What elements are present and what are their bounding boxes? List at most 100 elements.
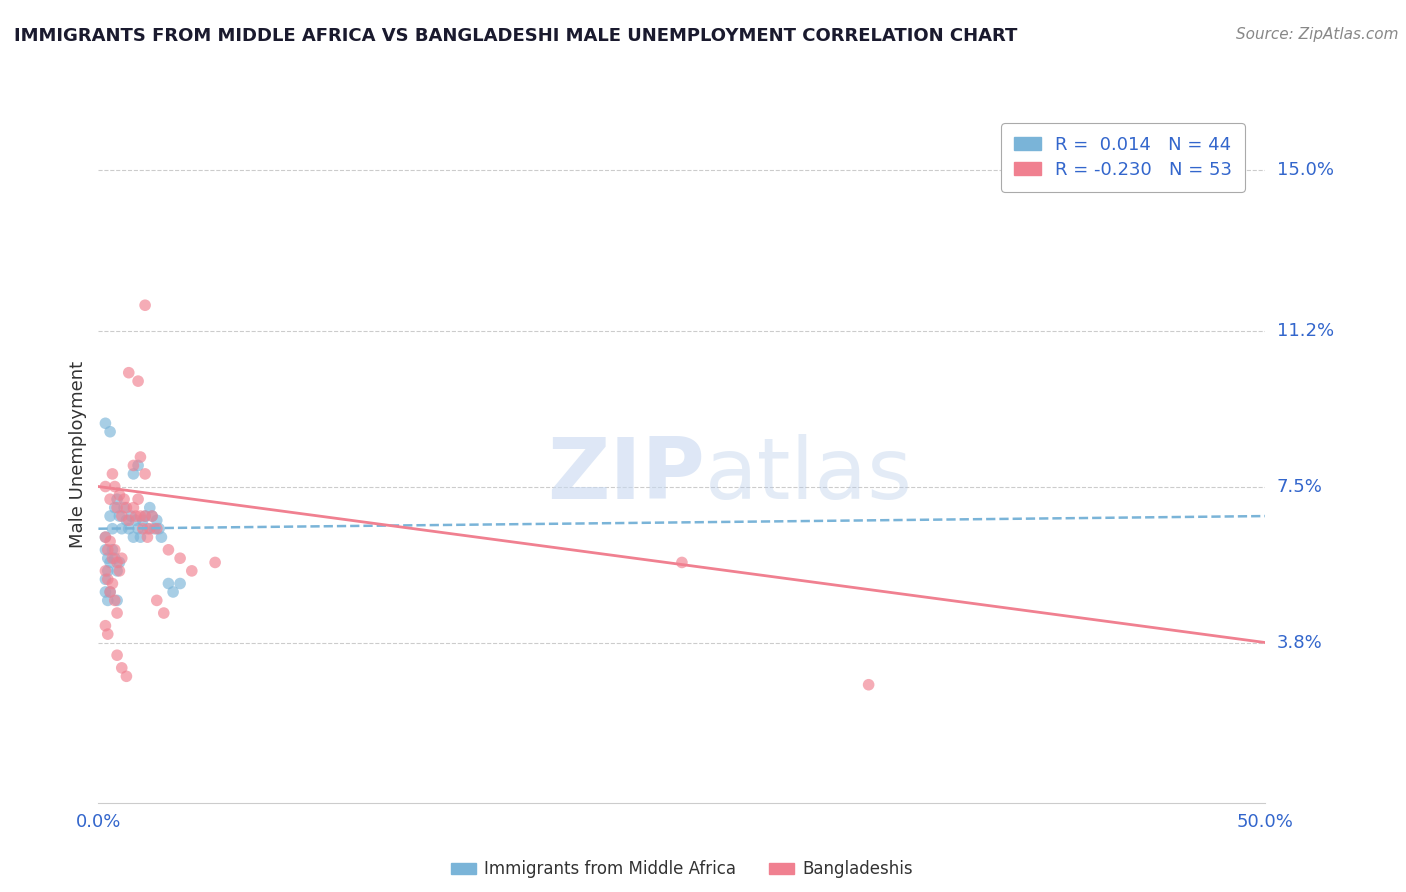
Point [148,522,170,536]
Point [97,551,120,566]
Text: 15.0%: 15.0% [1277,161,1333,179]
Point [97,564,120,578]
Point [132,522,155,536]
Point [115,669,138,683]
Point [97,542,120,557]
Point [180,564,202,578]
Point [162,585,184,599]
Point [118,513,141,527]
Point [108,556,131,570]
Point [132,513,155,527]
Point [671,556,693,570]
Point [94,564,117,578]
Point [98,509,121,524]
Point [104,500,127,515]
Point [101,522,124,536]
Point [858,678,880,692]
Text: Source: ZipAtlas.com: Source: ZipAtlas.com [1236,27,1399,42]
Point [141,509,163,524]
Point [94,530,117,544]
Point [105,648,128,663]
Point [98,534,121,549]
Point [146,522,169,536]
Point [127,374,149,388]
Point [115,500,138,515]
Point [122,467,145,481]
Point [105,556,128,570]
Point [143,522,166,536]
Point [104,542,127,557]
Point [134,298,156,312]
Point [127,458,149,473]
Point [122,458,145,473]
Legend: Immigrants from Middle Africa, Bangladeshis: Immigrants from Middle Africa, Banglades… [444,854,920,885]
Point [105,564,128,578]
Point [169,551,191,566]
Point [120,509,142,524]
Point [111,661,134,675]
Point [108,488,131,502]
Point [108,509,131,524]
Point [157,576,180,591]
Point [134,467,156,481]
Point [139,522,162,536]
Point [94,572,117,586]
Point [134,509,156,524]
Point [105,492,128,507]
Point [111,551,134,566]
Point [118,366,141,380]
Point [122,530,145,544]
Point [127,492,149,507]
Point [101,576,124,591]
Point [97,627,120,641]
Point [112,500,135,515]
Point [125,509,148,524]
Point [111,522,134,536]
Point [98,492,121,507]
Point [104,479,127,493]
Point [94,618,117,632]
Text: 7.5%: 7.5% [1277,477,1323,496]
Point [105,606,128,620]
Point [104,551,127,566]
Point [129,509,152,524]
Point [97,593,120,607]
Point [101,551,124,566]
Point [204,556,226,570]
Point [134,509,156,524]
Point [146,513,169,527]
Point [94,542,117,557]
Text: IMMIGRANTS FROM MIDDLE AFRICA VS BANGLADESHI MALE UNEMPLOYMENT CORRELATION CHART: IMMIGRANTS FROM MIDDLE AFRICA VS BANGLAD… [14,27,1018,45]
Point [115,513,138,527]
Point [157,542,180,557]
Point [112,492,135,507]
Text: 11.2%: 11.2% [1277,321,1334,340]
Point [169,576,191,591]
Point [98,585,121,599]
Point [101,542,124,557]
Point [141,509,163,524]
Point [129,530,152,544]
Point [150,530,173,544]
Point [94,417,117,431]
Point [98,425,121,439]
Y-axis label: Male Unemployment: Male Unemployment [69,361,87,549]
Point [94,530,117,544]
Text: atlas: atlas [706,434,914,517]
Point [125,513,148,527]
Point [152,606,174,620]
Point [105,500,128,515]
Point [94,585,117,599]
Point [101,467,124,481]
Point [105,593,128,607]
Point [108,564,131,578]
Point [136,530,159,544]
Point [97,572,120,586]
Point [129,450,152,464]
Point [94,479,117,493]
Point [118,522,141,536]
Point [122,500,145,515]
Point [136,522,159,536]
Text: ZIP: ZIP [547,434,706,517]
Point [111,509,134,524]
